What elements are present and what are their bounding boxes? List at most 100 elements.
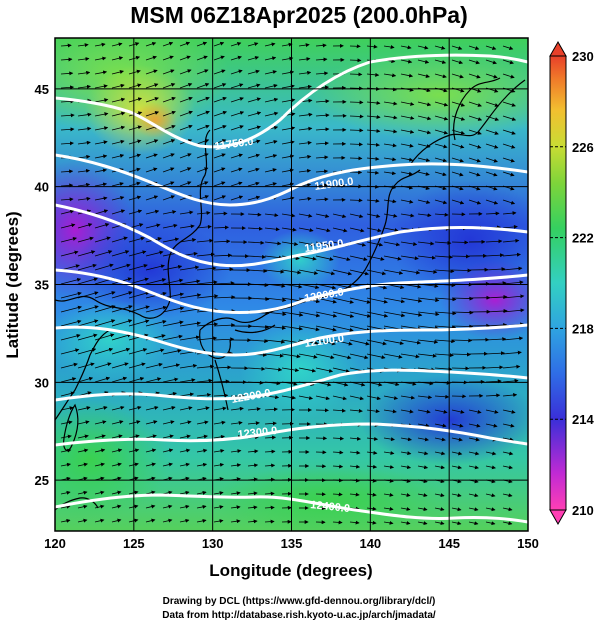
wind-arrow [94,70,108,75]
wind-arrow [502,336,524,341]
wind-arrow [468,199,482,205]
contour-line [55,493,528,524]
wind-arrow [485,199,499,205]
wind-arrow [179,69,192,75]
wind-arrow [94,209,109,215]
wind-arrow [451,157,464,163]
wind-arrow [94,376,111,383]
wind-arrow [213,406,227,411]
wind-arrow [60,57,73,62]
wind-arrow [485,211,500,216]
wind-arrow [94,420,107,425]
wind-arrow [434,199,448,205]
wind-arrow [434,143,448,149]
wind-arrow [485,239,503,244]
wind-arrow [281,367,300,373]
wind-arrow [60,291,82,299]
wind-arrow [196,167,209,173]
wind-arrow [332,492,343,497]
wind-arrow [332,408,346,413]
wind-arrow [162,167,175,173]
wind-arrow [60,264,80,271]
wind-arrow [366,520,377,525]
wind-arrow [77,362,95,369]
wind-arrow [264,367,283,372]
wind-arrow [128,181,141,187]
wind-arrow [383,199,397,204]
colorbar: 210 214 218 222 226 230 [549,40,594,526]
wind-arrow [434,45,446,50]
wind-arrow [349,297,371,304]
wind-arrow [366,213,381,218]
wind-arrow [230,420,243,425]
wind-arrow [230,406,244,411]
wind-arrow [213,393,229,398]
cold-region [360,375,528,465]
wind-arrow [60,420,73,425]
wind-arrow [145,97,159,103]
wind-arrow [230,111,245,117]
wind-arrow [366,464,378,469]
x-tick-label: 150 [517,536,539,551]
wind-arrow [264,395,280,400]
wind-arrow [94,250,113,257]
wind-arrow [145,305,168,313]
wind-arrow [332,269,353,276]
wind-arrow [196,336,218,341]
wind-arrow [247,339,269,344]
wind-arrow [264,491,275,496]
wind-arrow [60,43,72,48]
wind-arrow [230,55,242,61]
map-title: MSM 06Z18Apr2025 (200.0hPa) [130,2,468,28]
wind-arrow [502,308,525,313]
wind-arrow [502,115,517,121]
wind-arrow [264,182,277,187]
wind-arrow [468,143,482,149]
wind-arrow [179,448,191,453]
wind-arrow [349,156,363,161]
wind-arrow [230,83,244,89]
wind-arrow [111,42,123,47]
wind-arrow [145,83,159,89]
x-axis-label: Longitude (degrees) [209,561,372,580]
wind-arrow [417,353,437,358]
wind-arrow [383,73,397,78]
wind-arrow [77,291,99,299]
wind-arrow [400,171,413,176]
wind-arrow [366,492,377,497]
wind-arrow [315,43,327,48]
wind-arrow [298,70,312,75]
wind-arrow [451,366,470,371]
wind-arrow [213,167,226,173]
x-axis-ticks: 120 125 130 135 140 145 150 [44,536,539,551]
wind-arrow [77,277,98,285]
wind-arrow [264,168,277,173]
wind-arrow [145,434,157,439]
wind-arrow [162,320,184,327]
wind-arrow [162,420,175,425]
wind-arrow [247,83,261,89]
wind-arrow [145,278,167,285]
wind-arrow [315,395,330,401]
wind-arrow [502,45,514,50]
wind-arrow [111,97,126,103]
wind-arrow [94,112,109,117]
wind-arrow [434,493,445,498]
wind-arrow [281,126,296,131]
wind-arrow [247,407,261,412]
wind-arrow [349,128,364,133]
wind-arrow [111,209,126,215]
wind-arrow [60,305,82,313]
wind-arrow [366,227,382,233]
wind-arrow [77,140,91,145]
wind-arrow [111,319,133,327]
wind-arrow [179,265,200,271]
wind-arrow [111,291,133,299]
wind-arrow [417,255,436,260]
wind-arrow [111,125,126,131]
wind-arrow [196,69,209,75]
wind-arrow [298,227,314,233]
wind-arrow [162,363,181,369]
wind-arrow [366,142,380,147]
wind-arrow [417,451,429,456]
